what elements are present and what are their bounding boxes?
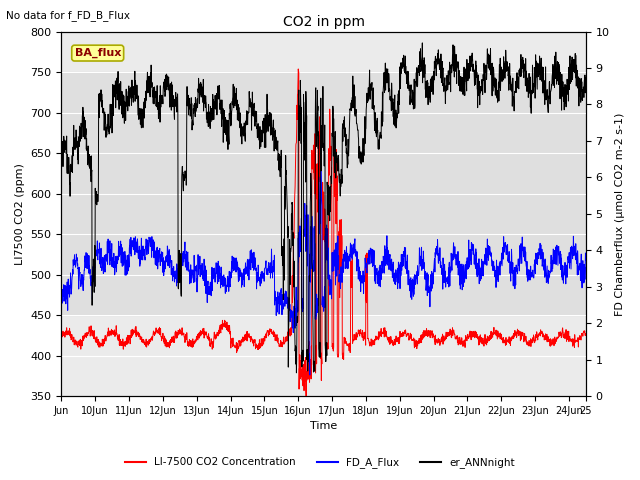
Y-axis label: FD Chamberflux (μmol CO2 m-2 s-1): FD Chamberflux (μmol CO2 m-2 s-1) xyxy=(615,112,625,315)
Bar xyxy=(61,72,586,315)
Text: No data for f_FD_B_Flux: No data for f_FD_B_Flux xyxy=(6,10,131,21)
Title: CO2 in ppm: CO2 in ppm xyxy=(283,15,365,29)
Y-axis label: LI7500 CO2 (ppm): LI7500 CO2 (ppm) xyxy=(15,163,25,265)
Legend: LI-7500 CO2 Concentration, FD_A_Flux, er_ANNnight: LI-7500 CO2 Concentration, FD_A_Flux, er… xyxy=(121,453,519,472)
Text: BA_flux: BA_flux xyxy=(74,48,121,58)
X-axis label: Time: Time xyxy=(310,421,337,432)
